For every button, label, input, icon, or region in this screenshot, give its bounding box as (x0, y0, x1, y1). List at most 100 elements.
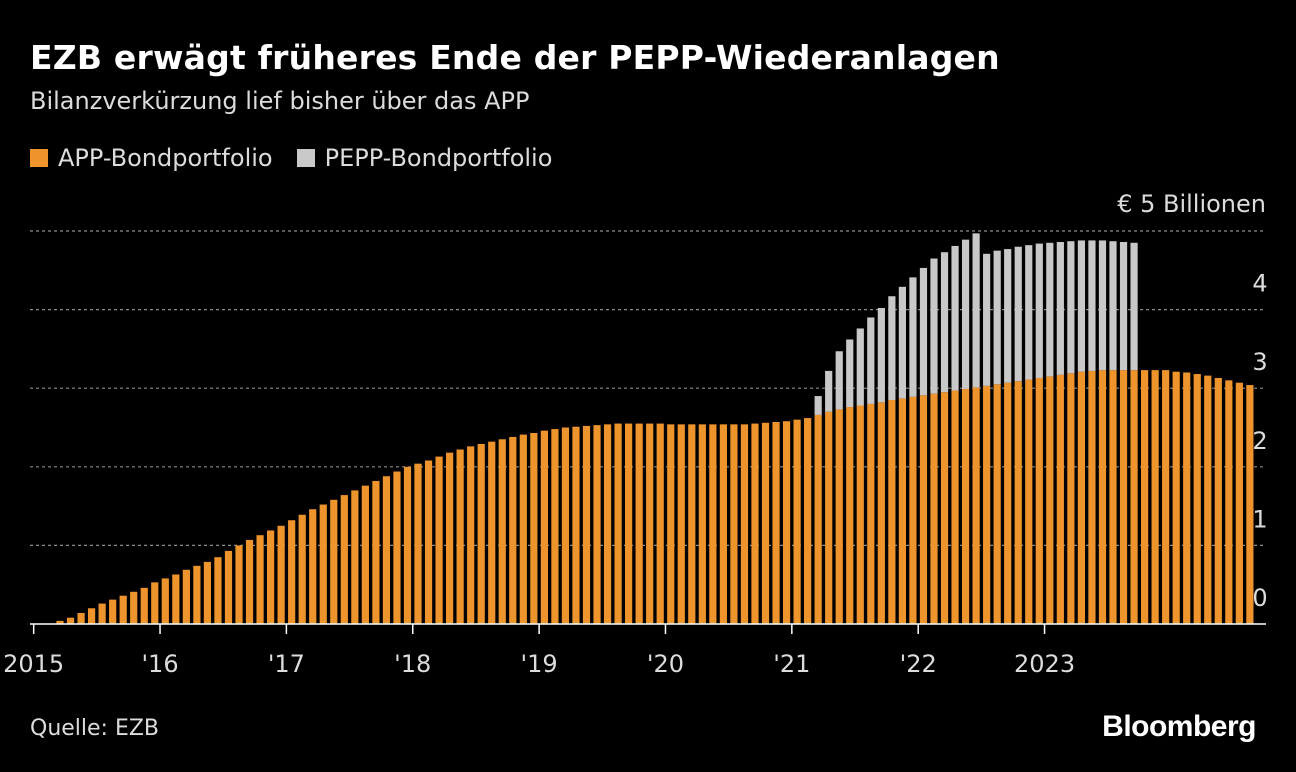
bar-app (424, 460, 433, 624)
bar-app (1109, 370, 1117, 624)
bar-app (761, 422, 770, 624)
y-tick-label: 0 (1252, 584, 1267, 612)
bar-app (804, 418, 812, 624)
bar-app (572, 426, 580, 624)
bar-pepp (919, 267, 928, 396)
bar-app (530, 433, 538, 624)
bar-app (603, 424, 612, 624)
legend-item-pepp: PEPP-Bondportfolio (296, 144, 553, 172)
bar-app (835, 409, 843, 624)
bar-app (330, 499, 338, 624)
legend-item-app: APP-Bondportfolio (30, 144, 273, 172)
bars-layer (56, 233, 1254, 624)
bar-app (877, 402, 885, 624)
bar-pepp (1109, 241, 1117, 371)
x-tick-label: '18 (394, 650, 431, 678)
bar-pepp (867, 317, 875, 404)
bar-app (1193, 374, 1201, 624)
bar-app (1077, 371, 1086, 624)
bar-pepp (856, 328, 864, 406)
bar-app (77, 612, 85, 624)
bar-app (646, 423, 654, 624)
y-tick-label: 2 (1252, 427, 1267, 455)
bar-pepp (846, 339, 854, 408)
bar-app (98, 603, 106, 624)
bar-app (656, 423, 664, 624)
bar-app (446, 452, 454, 624)
bar-app (814, 414, 822, 624)
y-tick-label: € 5 Billionen (1117, 190, 1266, 218)
bar-app (1014, 381, 1022, 624)
bar-app (688, 424, 696, 624)
bar-pepp (825, 370, 833, 412)
source-note: Quelle: EZB (30, 716, 160, 741)
bar-app (66, 617, 75, 624)
bar-app (1235, 382, 1243, 624)
bar-app (1183, 372, 1191, 624)
bar-app (403, 466, 412, 624)
axis-layer: 0 1 2 3 4 € 5 Billionen 2015 '16 '17 '18 '19 '20 '21… (3, 190, 1268, 678)
bar-app (951, 390, 959, 624)
bar-app (1098, 370, 1107, 624)
bar-pepp (993, 250, 1001, 385)
bar-app (351, 490, 359, 624)
bar-app (930, 393, 938, 624)
bar-pepp (1025, 245, 1033, 380)
bar-app (1225, 380, 1233, 624)
y-tick-label: 3 (1252, 348, 1267, 376)
bar-app (214, 557, 222, 624)
bar-app (224, 550, 233, 624)
bar-app (993, 384, 1001, 624)
bar-app (172, 574, 180, 624)
chart-title: EZB erwägt früheres Ende der PEPP-Wieder… (30, 38, 1000, 77)
bar-pepp (1014, 246, 1022, 382)
bar-app (161, 578, 169, 624)
bar-app (382, 476, 391, 624)
bar-app (867, 403, 875, 624)
bar-app (698, 424, 706, 624)
bar-app (551, 429, 559, 624)
bar-app (477, 444, 485, 624)
bar-app (298, 514, 306, 624)
x-tick-label: '19 (521, 650, 558, 678)
bar-app (1151, 370, 1159, 624)
bar-app (782, 421, 791, 624)
bar-app (340, 495, 348, 624)
x-tick-label: 2023 (1014, 650, 1075, 678)
bar-app (509, 436, 517, 624)
bar-pepp (1077, 240, 1086, 372)
legend: APP-Bondportfolio PEPP-Bondportfolio (30, 144, 576, 172)
bar-pepp (1098, 240, 1107, 371)
bar-pepp (1088, 240, 1096, 371)
bar-app (1004, 382, 1012, 624)
y-tick-label: 1 (1252, 505, 1267, 533)
bar-app (561, 427, 570, 624)
bar-app (740, 424, 749, 624)
legend-swatch-app (30, 149, 48, 167)
bar-app (140, 587, 148, 624)
bar-pepp (888, 296, 896, 400)
bar-app (614, 423, 622, 624)
bar-app (193, 565, 201, 624)
bar-app (1204, 375, 1212, 624)
bar-pepp (1056, 242, 1064, 375)
bar-app (256, 535, 264, 624)
bar-app (309, 509, 317, 624)
bar-app (1172, 371, 1180, 624)
bar-app (667, 424, 675, 624)
legend-label-pepp: PEPP-Bondportfolio (324, 144, 553, 172)
bar-app (898, 398, 906, 624)
bar-app (1088, 370, 1096, 624)
bar-app (677, 424, 685, 624)
bar-app (235, 545, 243, 624)
bar-app (1119, 370, 1128, 624)
bar-app (130, 591, 138, 624)
bar-app (488, 441, 496, 624)
bar-app (182, 569, 190, 624)
bar-app (245, 539, 254, 624)
bar-app (961, 388, 970, 624)
bar-app (751, 423, 759, 624)
bar-app (940, 392, 949, 624)
chart-subtitle: Bilanzverkürzung lief bisher über das AP… (30, 87, 530, 115)
